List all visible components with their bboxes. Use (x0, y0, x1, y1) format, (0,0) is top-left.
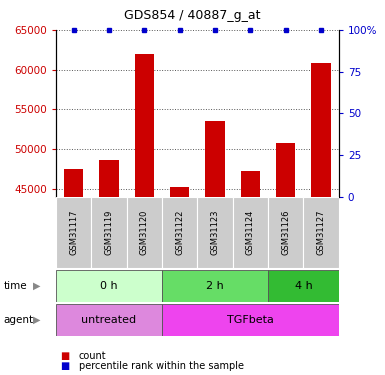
Bar (134, 54, 154, 197)
Text: count: count (79, 351, 107, 361)
Bar (241, 171, 260, 197)
Text: GSM31117: GSM31117 (69, 210, 78, 255)
Text: untreated: untreated (81, 315, 136, 325)
Bar (311, 63, 331, 197)
Bar (64, 169, 83, 197)
Text: ▶: ▶ (33, 281, 40, 291)
Bar (197, 197, 233, 268)
Text: GSM31127: GSM31127 (316, 210, 326, 255)
Text: 2 h: 2 h (206, 281, 224, 291)
Text: GSM31120: GSM31120 (140, 210, 149, 255)
Text: ■: ■ (60, 351, 69, 361)
Bar (162, 197, 197, 268)
Bar (162, 270, 268, 302)
Text: TGFbeta: TGFbeta (227, 315, 274, 325)
Bar (56, 270, 162, 302)
Text: GSM31119: GSM31119 (104, 210, 114, 255)
Text: GSM31124: GSM31124 (246, 210, 255, 255)
Text: ■: ■ (60, 361, 69, 370)
Bar (303, 197, 339, 268)
Bar (205, 122, 225, 197)
Text: GSM31123: GSM31123 (211, 210, 219, 255)
Bar (99, 159, 119, 197)
Text: 0 h: 0 h (100, 281, 118, 291)
Bar (162, 304, 339, 336)
Bar (127, 197, 162, 268)
Bar (170, 188, 189, 197)
Bar (56, 197, 91, 268)
Text: time: time (4, 281, 27, 291)
Text: ▶: ▶ (33, 315, 40, 325)
Text: percentile rank within the sample: percentile rank within the sample (79, 361, 244, 370)
Text: agent: agent (4, 315, 34, 325)
Bar (91, 197, 127, 268)
Bar (276, 143, 295, 197)
Text: 4 h: 4 h (295, 281, 312, 291)
Bar (233, 197, 268, 268)
Text: GDS854 / 40887_g_at: GDS854 / 40887_g_at (124, 9, 261, 22)
Text: GSM31126: GSM31126 (281, 210, 290, 255)
Bar (268, 270, 339, 302)
Text: GSM31122: GSM31122 (175, 210, 184, 255)
Bar (268, 197, 303, 268)
Bar (56, 304, 162, 336)
